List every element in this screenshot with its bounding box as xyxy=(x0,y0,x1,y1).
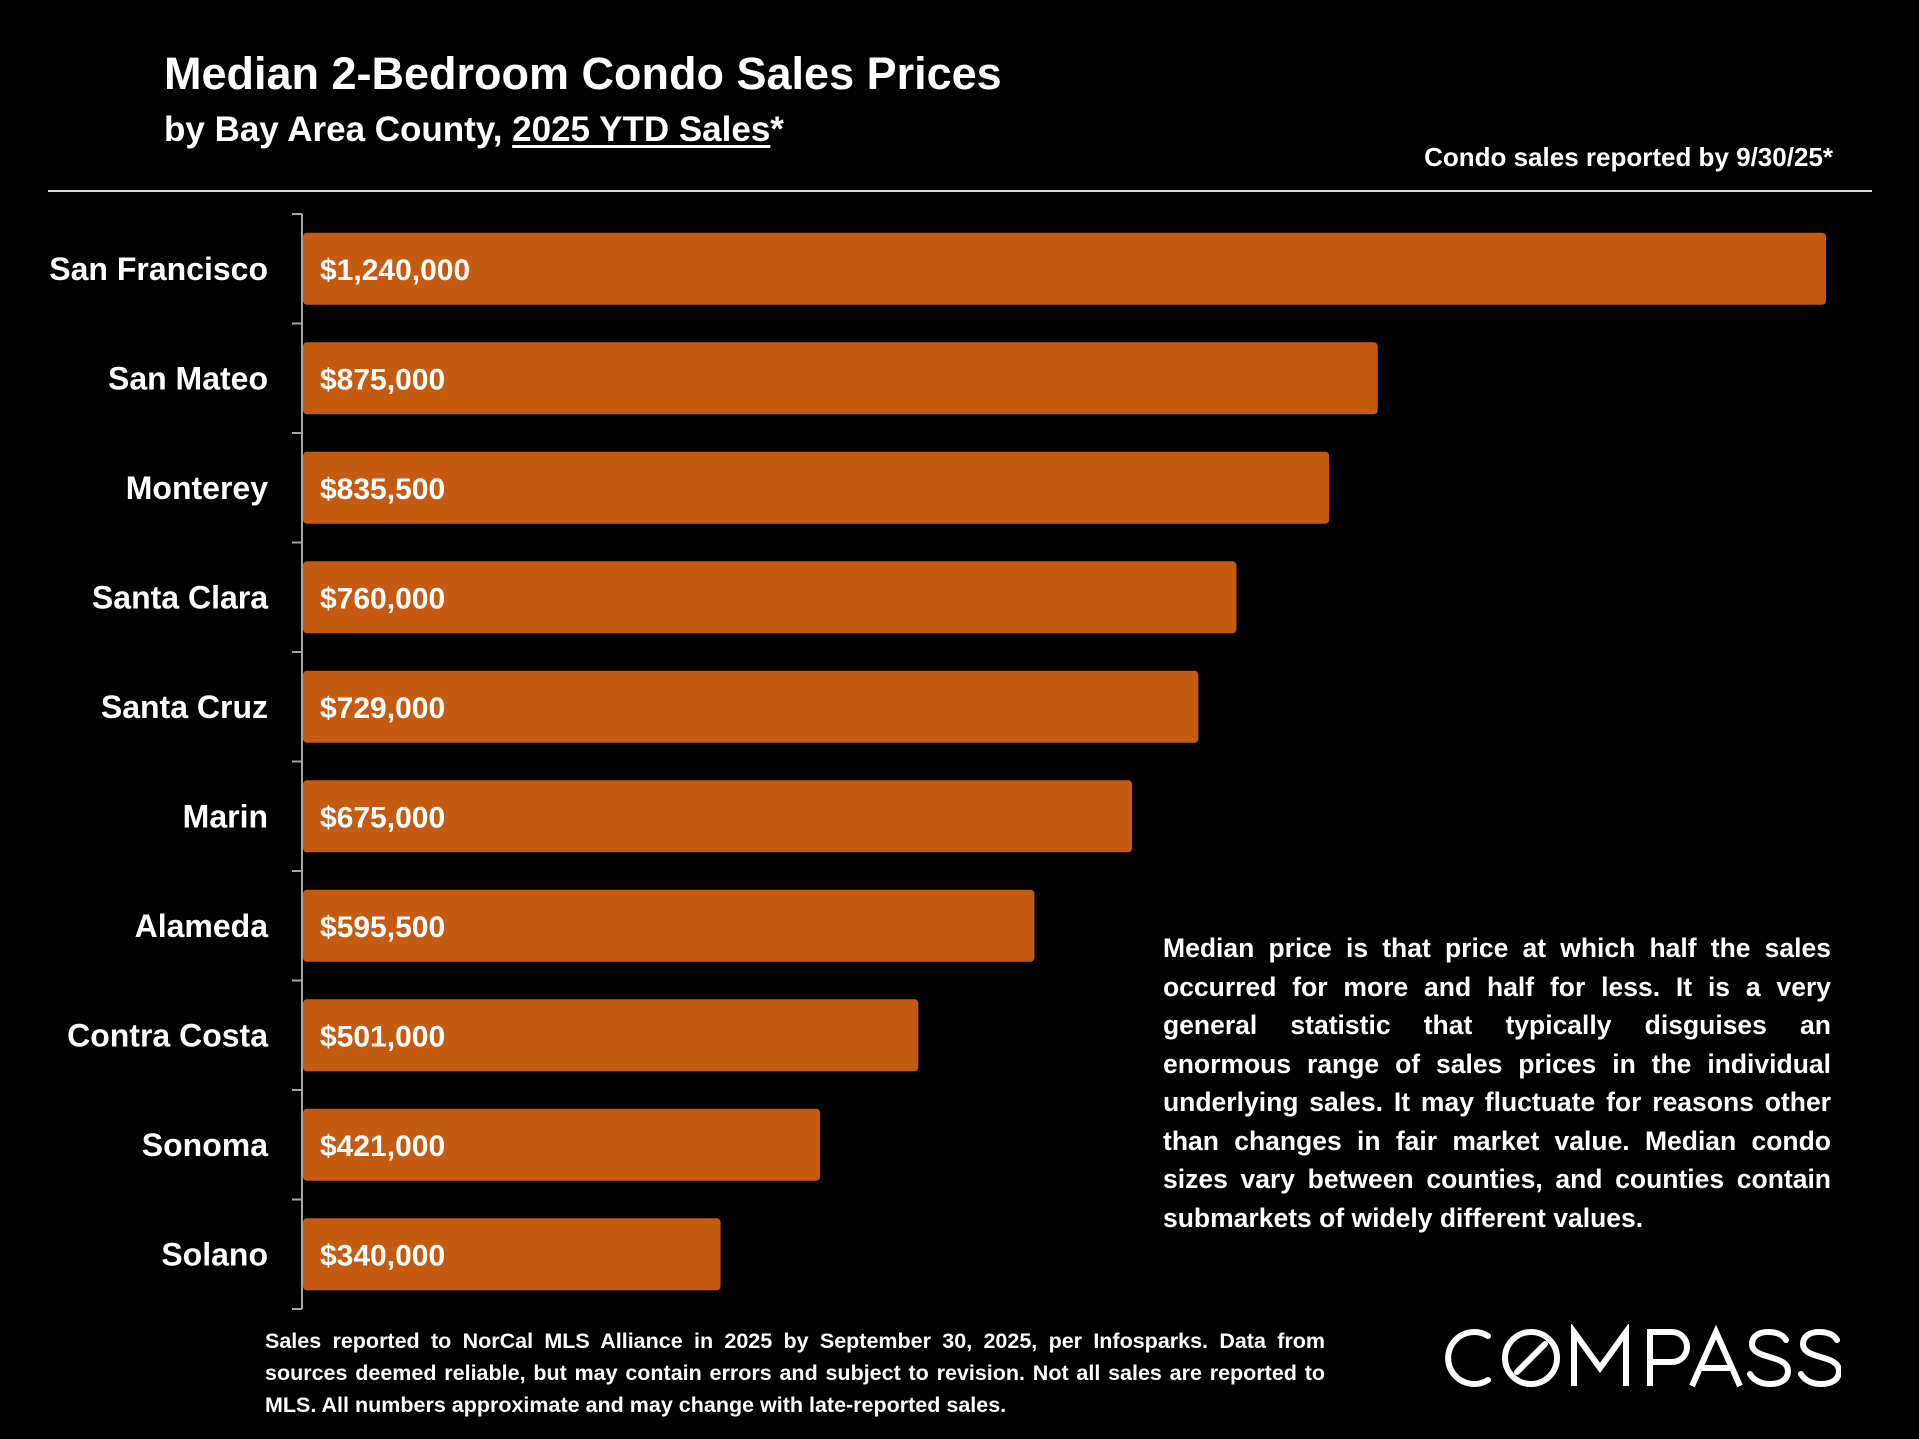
bar-value-label: $595,500 xyxy=(320,911,445,944)
bar-contra-costa xyxy=(303,999,919,1072)
category-label: Sonoma xyxy=(142,1127,268,1163)
bar-value-label: $501,000 xyxy=(320,1020,445,1053)
chart-subtitle: by Bay Area County, 2025 YTD Sales* xyxy=(164,110,784,150)
category-label: Solano xyxy=(161,1236,268,1272)
logo-letter-s2 xyxy=(1798,1328,1841,1388)
subtitle-suffix: * xyxy=(770,110,784,149)
bar-monterey xyxy=(303,451,1330,524)
category-label: Marin xyxy=(183,798,268,834)
logo-letter-c xyxy=(1445,1329,1491,1387)
bar-santa-cruz xyxy=(303,670,1199,743)
logo-letter-a xyxy=(1689,1324,1743,1388)
compass-logo-letters xyxy=(1445,1324,1841,1388)
category-label: Santa Clara xyxy=(92,579,268,615)
category-label: Contra Costa xyxy=(67,1017,268,1053)
subtitle-underlined: 2025 YTD Sales xyxy=(512,110,771,149)
header-divider xyxy=(48,190,1872,192)
source-footnote: Sales reported to NorCal MLS Alliance in… xyxy=(265,1329,1325,1417)
bar-sonoma xyxy=(303,1108,821,1181)
median-explanation-note: Median price is that price at which half… xyxy=(1163,933,1831,1233)
bar-alameda xyxy=(303,889,1035,962)
bar-value-label: $675,000 xyxy=(320,801,445,834)
category-label: Monterey xyxy=(126,470,268,506)
logo-o-slash xyxy=(1514,1341,1548,1375)
chart-title: Median 2-Bedroom Condo Sales Prices xyxy=(164,48,1002,99)
compass-logo xyxy=(1445,1324,1841,1388)
report-date-note: Condo sales reported by 9/30/25* xyxy=(1424,142,1833,172)
bar-san-francisco xyxy=(303,232,1826,305)
bar-san-mateo xyxy=(303,342,1378,415)
bar-solano xyxy=(303,1218,721,1291)
logo-letter-s1 xyxy=(1747,1328,1792,1388)
bar-value-label: $421,000 xyxy=(320,1130,445,1163)
bar-value-label: $729,000 xyxy=(320,692,445,725)
bar-marin xyxy=(303,780,1133,853)
category-label: San Francisco xyxy=(49,251,268,287)
category-label: Santa Cruz xyxy=(101,689,268,725)
bar-santa-clara xyxy=(303,561,1237,634)
category-label: San Mateo xyxy=(108,360,268,396)
subtitle-prefix: by Bay Area County, xyxy=(164,110,513,149)
bar-value-label: $1,240,000 xyxy=(320,254,470,287)
bar-value-label: $835,500 xyxy=(320,473,445,506)
category-label: Alameda xyxy=(135,908,269,944)
bar-value-label: $340,000 xyxy=(320,1239,445,1272)
bar-value-label: $760,000 xyxy=(320,582,445,615)
logo-letter-p xyxy=(1647,1329,1690,1386)
logo-letter-o xyxy=(1502,1329,1560,1387)
bar-value-label: $875,000 xyxy=(320,363,445,396)
logo-letter-m xyxy=(1571,1324,1629,1386)
